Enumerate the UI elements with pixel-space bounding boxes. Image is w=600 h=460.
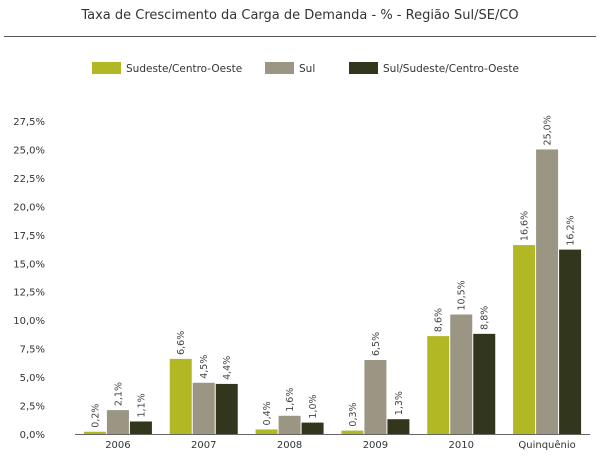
bar (278, 415, 301, 434)
bar-value-label: 6,5% (371, 332, 382, 356)
bar (559, 249, 582, 434)
title-divider (4, 36, 596, 37)
x-tick-label: 2010 (449, 440, 474, 451)
bar-value-label: 0,3% (348, 402, 359, 426)
bar-value-label: 4,5% (199, 355, 210, 379)
bar (536, 149, 559, 435)
legend-swatch (92, 62, 121, 74)
bar (450, 314, 473, 434)
bar-value-label: 25,0% (543, 115, 554, 145)
bar (215, 383, 238, 434)
x-tick-label: Quinquênio (518, 439, 575, 451)
y-tick-label: 12,5% (13, 288, 45, 299)
bar-value-label: 16,6% (520, 211, 531, 241)
bar-value-label: 8,6% (434, 308, 445, 332)
y-tick-label: 17,5% (13, 231, 45, 242)
x-tick-label: 2007 (191, 440, 216, 451)
bar-labels: 0,2% 2,1% 1,1% 6,6% 4,5% 4,4% 0,4% 1,6% 1,0% 0,3%… (90, 115, 576, 427)
bar (301, 422, 324, 434)
chart-title: Taxa de Crescimento da Carga de Demanda … (81, 8, 519, 23)
bar-value-label: 1,6% (285, 388, 296, 412)
x-tick-label: 2008 (277, 440, 302, 451)
legend: Sudeste/Centro-Oeste Sul Sul/Sudeste/Centr… (92, 62, 519, 75)
bar-value-label: 1,0% (308, 394, 319, 418)
legend-label: Sul/Sudeste/Centro-Oeste (383, 63, 519, 75)
legend-label: Sudeste/Centro-Oeste (126, 63, 242, 75)
bar (83, 431, 106, 434)
bar (106, 410, 129, 434)
y-tick-label: 7,5% (20, 345, 45, 356)
y-tick-label: 2,5% (20, 402, 45, 413)
bar (387, 419, 410, 434)
x-axis: 2006 2007 2008 2009 2010 Quinquênio (75, 434, 590, 451)
y-tick-label: 25,0% (13, 145, 45, 156)
y-tick-label: 10,0% (13, 316, 45, 327)
bar-value-label: 2,1% (113, 382, 124, 406)
bar-value-label: 8,8% (480, 306, 491, 330)
bar (255, 429, 278, 434)
bar (169, 358, 192, 434)
bar (513, 245, 536, 434)
bar (129, 421, 152, 434)
x-tick-label: 2009 (363, 440, 388, 451)
y-tick-label: 22,5% (13, 174, 45, 185)
bar-value-label: 16,2% (566, 215, 577, 245)
bar (427, 336, 450, 434)
bar (473, 333, 496, 434)
y-axis: 0,0% 2,5% 5,0% 7,5% 10,0% 12,5% 15,0% 17,5% 20,0… (13, 117, 45, 441)
bar-value-label: 1,1% (136, 393, 147, 417)
y-tick-label: 27,5% (13, 117, 45, 128)
bars (83, 149, 582, 435)
y-tick-label: 0,0% (20, 430, 45, 441)
y-tick-label: 20,0% (13, 202, 45, 213)
legend-label: Sul (299, 63, 315, 75)
bar (364, 360, 387, 434)
y-tick-label: 15,0% (13, 259, 45, 270)
bar-value-label: 0,2% (90, 404, 101, 428)
y-tick-label: 5,0% (20, 373, 45, 384)
bar-value-label: 6,6% (176, 331, 187, 355)
bar-value-label: 10,5% (457, 280, 468, 310)
bar (341, 430, 364, 434)
x-tick-label: 2006 (105, 440, 130, 451)
bar-value-label: 0,4% (262, 401, 273, 425)
bar-value-label: 4,4% (222, 356, 233, 380)
bar (192, 382, 215, 434)
legend-swatch (349, 62, 378, 74)
bar-value-label: 1,3% (394, 391, 405, 415)
legend-swatch (265, 62, 294, 74)
